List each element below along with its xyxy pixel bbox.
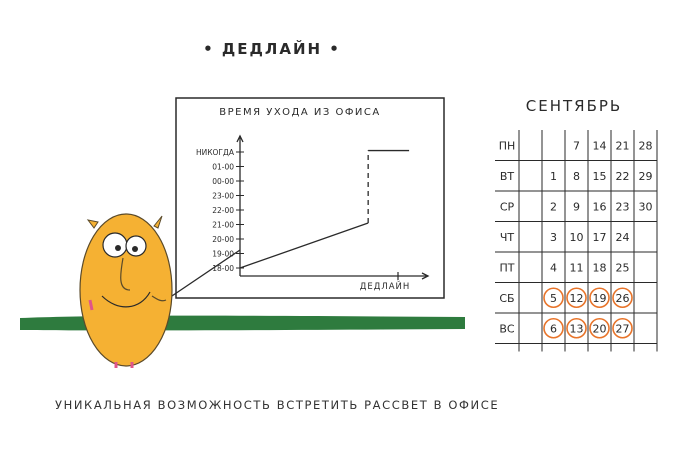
calendar-date: 25: [616, 261, 630, 274]
calendar-date: 28: [639, 139, 653, 152]
weekend-circle: [589, 287, 610, 309]
y-tick-label: 01-00: [212, 163, 234, 172]
calendar-date: 16: [593, 200, 607, 213]
calendar-month: СЕНТЯБРЬ: [526, 97, 622, 115]
caption: УНИКАЛЬНАЯ ВОЗМОЖНОСТЬ ВСТРЕТИТЬ РАССВЕТ…: [55, 398, 500, 412]
calendar-date: 13: [570, 322, 584, 335]
y-tick-label: НИКОГДА: [196, 148, 235, 157]
calendar-date: 30: [639, 200, 653, 213]
calendar-date: 14: [593, 139, 607, 152]
calendar-date: 20: [593, 322, 607, 335]
y-tick-label: 19-00: [212, 250, 234, 259]
weekend-circle: [543, 317, 564, 339]
weekend-circle: [612, 317, 633, 339]
deadline-chart: ВРЕМЯ УХОДА ИЗ ОФИСА ДЕДЛАЙН 18-00 19-00 2…: [196, 107, 430, 292]
calendar-date: 18: [593, 261, 607, 274]
calendar-date: 22: [616, 170, 630, 183]
calendar-date: 29: [639, 170, 653, 183]
calendar-day-label: ПТ: [500, 261, 515, 274]
calendar-date: 6: [550, 322, 557, 335]
chart-title: ВРЕМЯ УХОДА ИЗ ОФИСА: [219, 107, 380, 118]
calendar-date: 23: [616, 200, 630, 213]
calendar-date: 7: [573, 139, 580, 152]
weekend-circle: [589, 317, 610, 339]
calendar-date: 9: [573, 200, 580, 213]
y-tick-label: 18-00: [212, 264, 234, 273]
y-axis-arrow: [236, 134, 244, 143]
y-tick-label: 23-00: [212, 192, 234, 201]
weekend-circle: [566, 317, 587, 339]
calendar-date: 2: [550, 200, 557, 213]
calendar-date: 21: [616, 139, 630, 152]
chart-lines: [239, 149, 410, 269]
calendar-date: 15: [593, 170, 607, 183]
calendar-date: 8: [573, 170, 580, 183]
x-axis-label: ДЕДЛАЙН: [360, 280, 411, 292]
weekend-circle: [612, 287, 633, 309]
series-line: [239, 222, 369, 269]
calendar-date: 26: [616, 292, 630, 305]
calendar-day-label: СБ: [499, 292, 514, 305]
calendar-day-label: ВТ: [500, 170, 515, 183]
calendar-date: 24: [616, 231, 630, 244]
y-tick-label: 22-00: [212, 206, 234, 215]
calendar-date: 1: [550, 170, 557, 183]
x-axis-arrow: [421, 272, 430, 280]
calendar-date: 19: [593, 292, 607, 305]
weekend-circle: [543, 287, 564, 309]
calendar-day-label: СР: [500, 200, 515, 213]
calendar-date: 3: [550, 231, 557, 244]
calendar-date: 11: [570, 261, 584, 274]
pointing-character: [79, 213, 241, 368]
y-tick-label: 20-00: [212, 235, 234, 244]
y-tick-label: 21-00: [212, 221, 234, 230]
calendar-date: 4: [550, 261, 557, 274]
calendar-date: 12: [570, 292, 584, 305]
y-tick-label: 00-00: [212, 177, 234, 186]
calendar-date: 10: [570, 231, 584, 244]
calendar-day-label: ЧТ: [500, 231, 515, 244]
weekend-circle: [566, 287, 587, 309]
calendar-date: 5: [550, 292, 557, 305]
calendar-day-label: ВС: [499, 322, 515, 335]
calendar-date: 27: [616, 322, 630, 335]
calendar-date: 17: [593, 231, 607, 244]
page-title: • ДЕДЛАЙН •: [203, 39, 341, 58]
whiteboard: [175, 97, 445, 299]
calendar-day-label: ПН: [499, 139, 516, 152]
y-axis: 18-00 19-00 20-00 21-00 22-00 23-00 00-00 01-00…: [196, 134, 430, 280]
